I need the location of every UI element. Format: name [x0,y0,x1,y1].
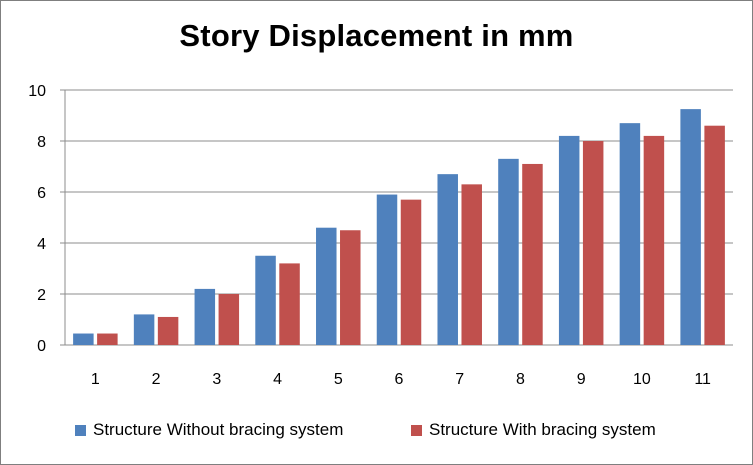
legend-item-without-bracing: Structure Without bracing system [75,420,343,440]
legend-swatch-with-bracing [411,424,422,436]
bar-series1-story-4 [255,255,276,345]
y-tick-label-10: 10 [28,83,46,100]
x-tick-label-6: 6 [395,371,404,388]
x-tick-label-10: 10 [633,371,651,388]
chart-title: Story Displacement in mm [179,18,574,53]
x-tick-label-2: 2 [152,371,161,388]
x-tick-label-7: 7 [455,371,464,388]
bar-series2-story-4 [279,263,300,345]
x-tick-label-9: 9 [577,371,586,388]
bar-series2-story-2 [157,316,179,345]
chart-legend: Structure Without bracing system Structu… [0,420,753,444]
bar-series1-story-11 [680,109,701,345]
bar-series1-story-1 [73,333,94,345]
bar-series2-story-3 [218,294,240,345]
bar-series1-story-2 [133,314,155,345]
y-tick-label-4: 4 [37,236,46,253]
x-tick-label-3: 3 [212,371,221,388]
x-tick-label-4: 4 [273,371,282,388]
bar-series2-story-10 [643,135,665,345]
legend-item-with-bracing: Structure With bracing system [411,420,656,440]
bar-series1-story-7 [437,174,458,345]
bar-series1-story-3 [194,288,216,345]
bar-series2-story-8 [522,163,543,345]
bar-series1-story-8 [498,158,519,345]
bar-series2-story-6 [400,199,422,345]
x-tick-label-8: 8 [516,371,525,388]
y-tick-label-2: 2 [37,287,46,304]
x-tick-label-1: 1 [91,371,100,388]
y-tick-label-8: 8 [37,134,46,151]
bar-series2-story-9 [582,141,604,345]
legend-label-with-bracing: Structure With bracing system [429,420,656,439]
x-tick-label-11: 11 [694,371,711,388]
bar-series2-story-7 [461,184,482,345]
bar-series1-story-10 [619,123,641,346]
legend-label-without-bracing: Structure Without bracing system [93,420,344,439]
bar-series1-story-5 [316,227,337,345]
bar-series1-story-6 [376,194,398,345]
legend-swatch-without-bracing [75,424,86,436]
bar-series2-story-11 [704,125,725,345]
bar-series2-story-1 [97,333,118,345]
y-tick-label-6: 6 [37,185,46,202]
bar-series2-story-5 [340,230,361,345]
x-tick-label-5: 5 [334,371,343,388]
bar-series1-story-9 [558,135,580,345]
y-tick-label-0: 0 [37,338,46,355]
